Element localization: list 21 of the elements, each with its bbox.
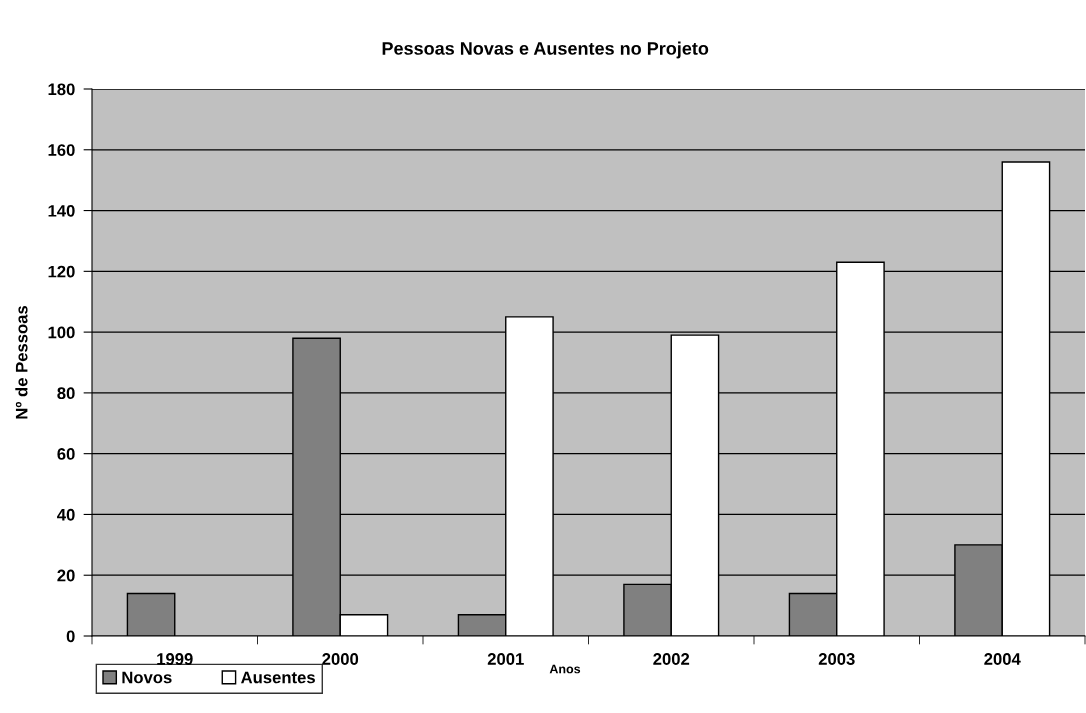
y-tick-label: 160 xyxy=(48,144,75,156)
legend-label: Ausentes xyxy=(241,671,315,684)
y-tick-label: 80 xyxy=(57,387,75,400)
y-tick-label: 40 xyxy=(57,508,75,521)
x-tick-label: 2000 xyxy=(322,653,359,665)
x-tick-label: 1999 xyxy=(157,653,193,665)
y-tick-label: 120 xyxy=(48,265,75,278)
x-axis-title: Anos xyxy=(549,664,581,674)
x-tick-label: 2001 xyxy=(487,653,524,665)
y-tick-label: 60 xyxy=(57,448,75,460)
chart-title: Pessoas Novas e Ausentes no Projeto xyxy=(382,41,709,59)
y-tick-label: 20 xyxy=(57,569,75,582)
y-tick-label: 100 xyxy=(48,326,75,339)
y-tick-label: 0 xyxy=(66,630,75,643)
legend-label: Novos xyxy=(122,671,172,684)
y-axis-title: Nº de Pessoas xyxy=(15,305,28,419)
y-tick-label: 180 xyxy=(48,83,75,96)
x-tick-label: 2004 xyxy=(984,653,1021,665)
x-tick-label: 2002 xyxy=(653,653,690,665)
y-tick-label: 140 xyxy=(48,204,75,217)
x-tick-label: 2003 xyxy=(818,653,855,665)
